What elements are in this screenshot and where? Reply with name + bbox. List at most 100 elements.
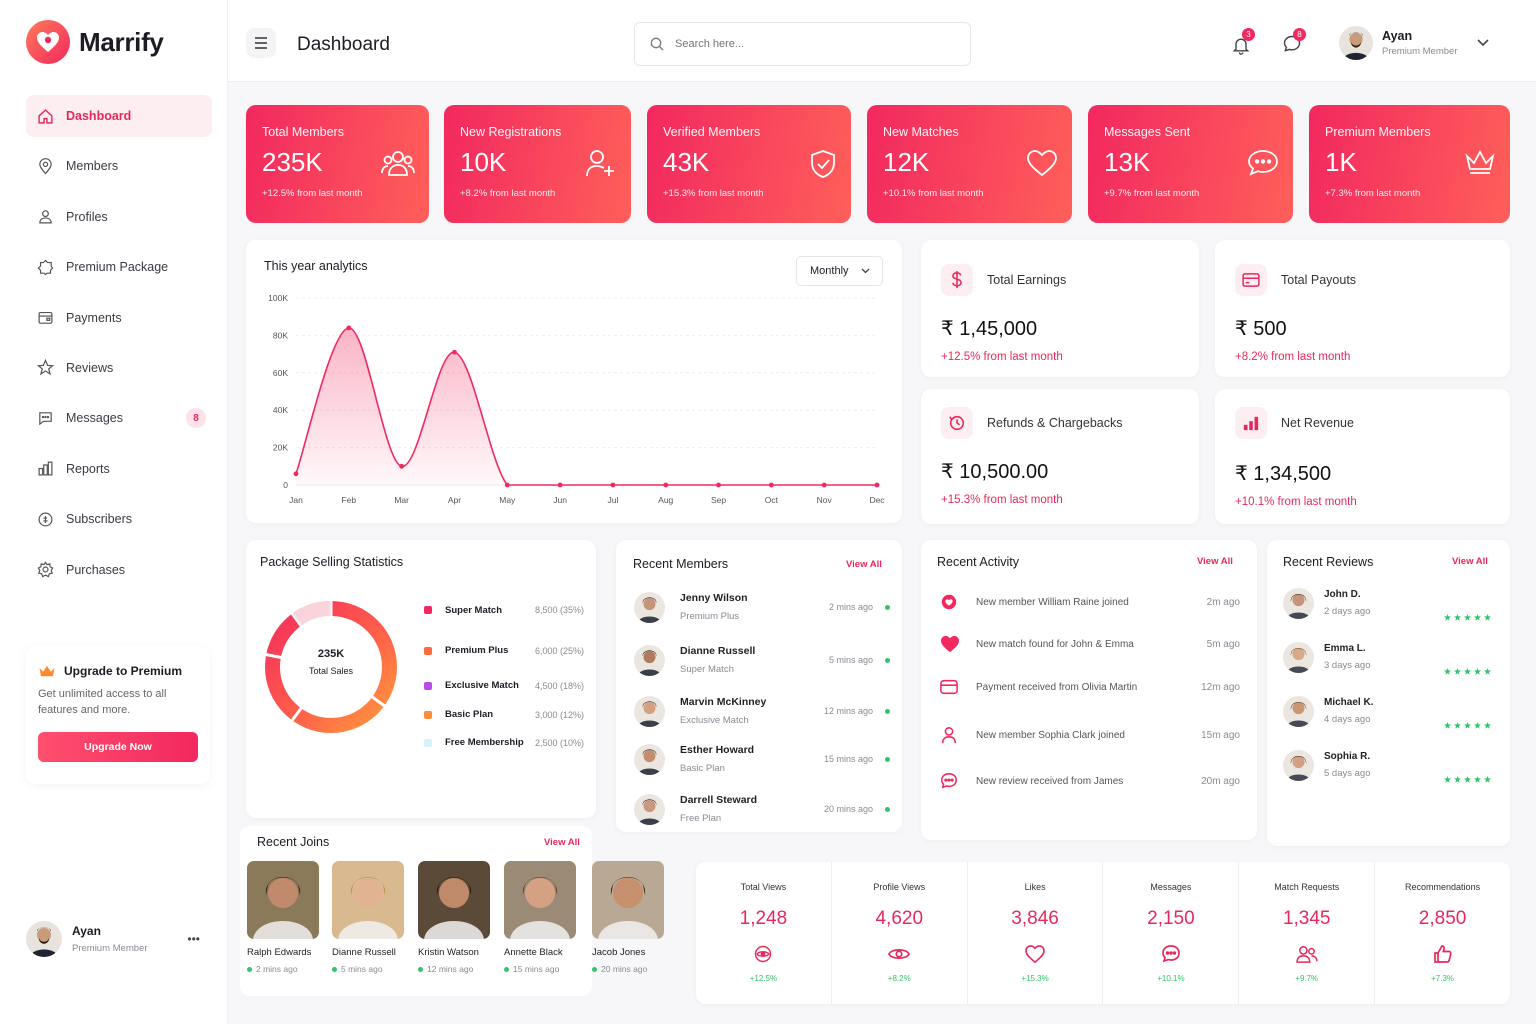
stat-card-premium-members[interactable]: Premium Members 1K +7.3% from last month [1309, 105, 1510, 223]
metric-match-requests[interactable]: Match Requests 1,345 +9.7% [1239, 862, 1376, 1004]
join-item[interactable]: Jacob Jones 20 mins ago [592, 861, 666, 974]
review-item[interactable]: Michael K. 4 days ago [1283, 694, 1491, 729]
review-time: 2 days ago [1324, 606, 1371, 617]
x-tick-label: Aug [658, 495, 673, 505]
sidebar-item-payments[interactable]: Payments [26, 297, 212, 339]
join-item[interactable]: Annette Black 15 mins ago [504, 861, 578, 974]
metric-change: +9.7% [1295, 974, 1319, 983]
star-icon [1454, 608, 1461, 621]
x-tick-label: Jan [289, 495, 303, 505]
join-time: 12 mins ago [418, 964, 492, 974]
review-item[interactable]: Emma L. 3 days ago [1283, 640, 1491, 675]
review-item[interactable]: John D. 2 days ago [1283, 586, 1491, 621]
activity-item[interactable]: Payment received from Olivia Martin 12m … [940, 679, 1240, 695]
upgrade-now-button[interactable]: Upgrade Now [38, 732, 198, 762]
stat-card-new-matches[interactable]: New Matches 12K +10.1% from last month [867, 105, 1072, 223]
recent-activity-view-all[interactable]: View All [1197, 556, 1233, 567]
legend-swatch [424, 681, 432, 690]
sidebar-item-label: Premium Package [66, 260, 169, 275]
stat-card-total-members[interactable]: Total Members 235K +12.5% from last mont… [246, 105, 429, 223]
upgrade-title-text: Upgrade to Premium [64, 664, 183, 678]
sidebar-item-label: Purchases [66, 562, 126, 577]
metric-value: 3,846 [1011, 908, 1059, 929]
activity-item[interactable]: New member William Raine joined 2m ago [940, 593, 1240, 611]
metric-messages[interactable]: Messages 2,150 +10.1% [1103, 862, 1240, 1004]
list-item[interactable]: Esther Howard Basic Plan 15 mins ago [634, 742, 890, 776]
member-name: Jenny Wilson [680, 592, 748, 604]
recent-joins-title: Recent Joins [257, 835, 330, 849]
y-tick-label: 60K [273, 368, 288, 378]
sidebar-item-label: Reports [66, 461, 110, 476]
metric-recommendations[interactable]: Recommendations 2,850 +7.3% [1375, 862, 1510, 1004]
list-item[interactable]: Jenny Wilson Premium Plus 2 mins ago [634, 590, 890, 624]
reviewer-name: Emma L. [1324, 643, 1366, 654]
online-status-dot [504, 966, 509, 972]
list-item[interactable]: Darrell Steward Free Plan 20 mins ago [634, 792, 890, 826]
stat-card-verified-members[interactable]: Verified Members 43K +15.3% from last mo… [647, 105, 851, 223]
recent-joins-view-all[interactable]: View All [544, 837, 580, 848]
avatar [634, 793, 665, 825]
logo-heart-icon [26, 20, 70, 64]
data-point [716, 482, 721, 488]
metric-profile-views[interactable]: Profile Views 4,620 +8.2% [832, 862, 968, 1004]
sidebar-item-reviews[interactable]: Reviews [26, 347, 212, 389]
total-earnings-card: Total Earnings ₹ 1,45,000 +12.5% from la… [921, 240, 1199, 377]
heart-icon [941, 635, 959, 653]
recent-members-view-all[interactable]: View All [846, 559, 882, 570]
chat-icon [1103, 944, 1238, 964]
join-item[interactable]: Kristin Watson 12 mins ago [418, 861, 492, 974]
stat-value: 43K [663, 147, 710, 177]
stat-card-messages-sent[interactable]: Messages Sent 13K +9.7% from last month [1088, 105, 1293, 223]
data-point [663, 482, 669, 488]
reviewer-info: Sophia R. 5 days ago [1324, 751, 1444, 779]
sidebar-item-profiles[interactable]: Profiles [26, 196, 212, 238]
notifications-button[interactable]: 3 [1231, 28, 1255, 61]
join-name: Ralph Edwards [247, 947, 312, 958]
star-icon [1454, 770, 1461, 783]
join-item[interactable]: Dianne Russell 5 mins ago [332, 861, 406, 974]
user-menu[interactable]: Ayan Premium Member [1339, 26, 1490, 60]
period-select[interactable]: Monthly [796, 256, 883, 286]
sidebar-item-dashboard[interactable]: Dashboard [26, 95, 212, 137]
header-user-role: Premium Member [1382, 46, 1458, 57]
sidebar-item-messages[interactable]: Messages 8 [26, 397, 212, 439]
sidebar-item-subscribers[interactable]: Subscribers [26, 498, 212, 540]
sidebar-item-purchases[interactable]: Purchases [26, 549, 212, 591]
metric-total-views[interactable]: Total Views 1,248 +12.5% [696, 862, 832, 1004]
review-item[interactable]: Sophia R. 5 days ago [1283, 748, 1491, 783]
messages-button[interactable]: 8 [1282, 28, 1306, 59]
stat-title: Premium Members [1325, 125, 1431, 139]
sidebar-item-reports[interactable]: Reports [26, 448, 212, 490]
stat-card-new-registrations[interactable]: New Registrations 10K +8.2% from last mo… [444, 105, 631, 223]
brand-logo[interactable]: Marrify [26, 20, 164, 64]
star-icon [1474, 770, 1481, 783]
join-item[interactable]: Ralph Edwards 2 mins ago [247, 861, 321, 974]
menu-toggle-icon[interactable] [246, 28, 276, 58]
upgrade-description: Get unlimited access to all features and… [38, 688, 167, 716]
finance-label: Net Revenue [1281, 416, 1354, 430]
star-icon [1464, 662, 1471, 675]
more-options-icon[interactable]: ••• [187, 932, 200, 946]
activity-time: 5m ago [1206, 638, 1240, 650]
metric-value: 2,850 [1418, 908, 1467, 929]
recent-members-title: Recent Members [633, 557, 729, 571]
search-input[interactable] [675, 38, 935, 50]
chevron-down-icon [1476, 39, 1489, 47]
list-item[interactable]: Dianne Russell Super Match 5 mins ago [634, 643, 890, 677]
online-status-dot [885, 657, 890, 663]
page-title: Dashboard [297, 34, 390, 55]
activity-item[interactable]: New member Sophia Clark joined 15m ago [940, 726, 1240, 744]
recent-reviews-view-all[interactable]: View All [1452, 556, 1488, 567]
activity-item[interactable]: New review received from James 20m ago [940, 772, 1240, 790]
sidebar-user[interactable]: Ayan Premium Member ••• [26, 908, 212, 970]
net-revenue-card: Net Revenue ₹ 1,34,500 +10.1% from last … [1215, 389, 1510, 524]
sidebar-item-members[interactable]: Members [26, 145, 212, 187]
list-item[interactable]: Marvin McKinney Exclusive Match 12 mins ag… [634, 694, 890, 728]
metric-likes[interactable]: Likes 3,846 +15.3% [968, 862, 1104, 1004]
sidebar-item-premium-package[interactable]: Premium Package [26, 246, 212, 288]
avatar [1283, 641, 1314, 673]
search-bar[interactable] [634, 22, 971, 66]
activity-item[interactable]: New match found for John & Emma 5m ago [940, 635, 1240, 653]
x-tick-label: Apr [448, 495, 461, 505]
thumbs-up-icon [1375, 944, 1510, 964]
